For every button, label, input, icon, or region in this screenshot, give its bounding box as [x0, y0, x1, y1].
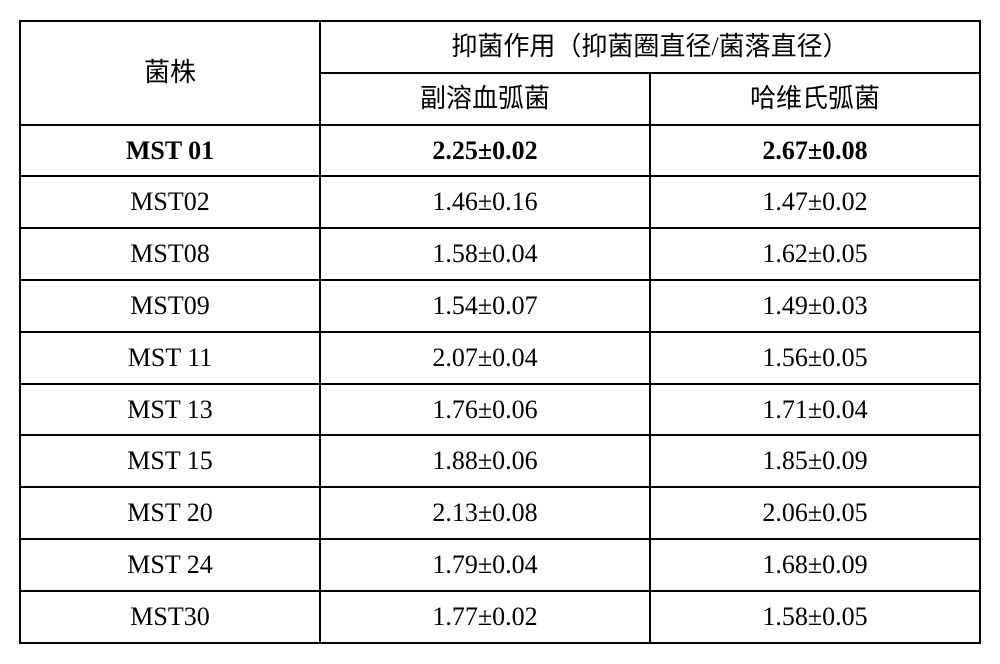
cell-strain: MST 01 [20, 125, 320, 177]
table-header: 菌株 抑菌作用（抑菌圈直径/菌落直径） 副溶血弧菌 哈维氏弧菌 [20, 21, 980, 125]
cell-v2: 1.68±0.09 [650, 539, 980, 591]
cell-v1: 1.77±0.02 [320, 591, 650, 643]
cell-strain: MST 11 [20, 332, 320, 384]
cell-strain: MST 20 [20, 487, 320, 539]
cell-v2: 1.56±0.05 [650, 332, 980, 384]
table-row: MST 20 2.13±0.08 2.06±0.05 [20, 487, 980, 539]
header-strain: 菌株 [20, 21, 320, 125]
cell-v2: 1.47±0.02 [650, 176, 980, 228]
cell-strain: MST08 [20, 228, 320, 280]
cell-v2: 2.06±0.05 [650, 487, 980, 539]
cell-v1: 1.46±0.16 [320, 176, 650, 228]
table-row: MST 15 1.88±0.06 1.85±0.09 [20, 435, 980, 487]
table-row: MST 24 1.79±0.04 1.68±0.09 [20, 539, 980, 591]
cell-v2: 1.62±0.05 [650, 228, 980, 280]
cell-v2: 1.85±0.09 [650, 435, 980, 487]
table-row: MST02 1.46±0.16 1.47±0.02 [20, 176, 980, 228]
cell-v2: 1.71±0.04 [650, 384, 980, 436]
cell-v1: 2.07±0.04 [320, 332, 650, 384]
table-body: MST 01 2.25±0.02 2.67±0.08 MST02 1.46±0.… [20, 125, 980, 643]
cell-v1: 1.79±0.04 [320, 539, 650, 591]
cell-v1: 1.88±0.06 [320, 435, 650, 487]
table-row: MST 01 2.25±0.02 2.67±0.08 [20, 125, 980, 177]
table-row: MST08 1.58±0.04 1.62±0.05 [20, 228, 980, 280]
header-col2: 哈维氏弧菌 [650, 73, 980, 125]
cell-v2: 1.58±0.05 [650, 591, 980, 643]
cell-strain: MST30 [20, 591, 320, 643]
table-row: MST 13 1.76±0.06 1.71±0.04 [20, 384, 980, 436]
cell-v1: 2.13±0.08 [320, 487, 650, 539]
antibacterial-table: 菌株 抑菌作用（抑菌圈直径/菌落直径） 副溶血弧菌 哈维氏弧菌 MST 01 2… [19, 20, 981, 644]
cell-v1: 1.58±0.04 [320, 228, 650, 280]
cell-v1: 2.25±0.02 [320, 125, 650, 177]
cell-strain: MST 13 [20, 384, 320, 436]
cell-v2: 2.67±0.08 [650, 125, 980, 177]
cell-strain: MST 24 [20, 539, 320, 591]
table-row: MST 11 2.07±0.04 1.56±0.05 [20, 332, 980, 384]
cell-v1: 1.54±0.07 [320, 280, 650, 332]
cell-v1: 1.76±0.06 [320, 384, 650, 436]
cell-strain: MST 15 [20, 435, 320, 487]
table-row: MST30 1.77±0.02 1.58±0.05 [20, 591, 980, 643]
table-row: MST09 1.54±0.07 1.49±0.03 [20, 280, 980, 332]
cell-strain: MST02 [20, 176, 320, 228]
header-group: 抑菌作用（抑菌圈直径/菌落直径） [320, 21, 980, 73]
cell-strain: MST09 [20, 280, 320, 332]
cell-v2: 1.49±0.03 [650, 280, 980, 332]
header-col1: 副溶血弧菌 [320, 73, 650, 125]
